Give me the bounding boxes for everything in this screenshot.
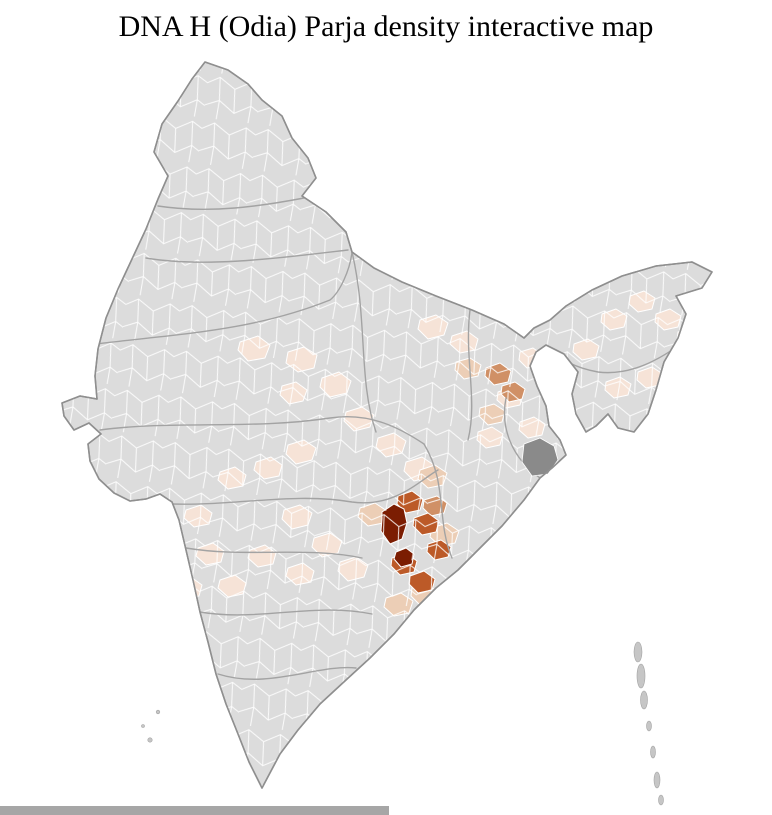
india-outline	[61, 61, 713, 789]
andaman-islands[interactable]	[633, 641, 664, 806]
page-title: DNA H (Odia) Parja density interactive m…	[118, 10, 654, 43]
horizontal-scrollbar[interactable]	[0, 806, 389, 815]
state-borders	[95, 197, 687, 680]
lakshadweep-islands[interactable]	[141, 709, 161, 743]
district-grid	[62, 62, 712, 788]
